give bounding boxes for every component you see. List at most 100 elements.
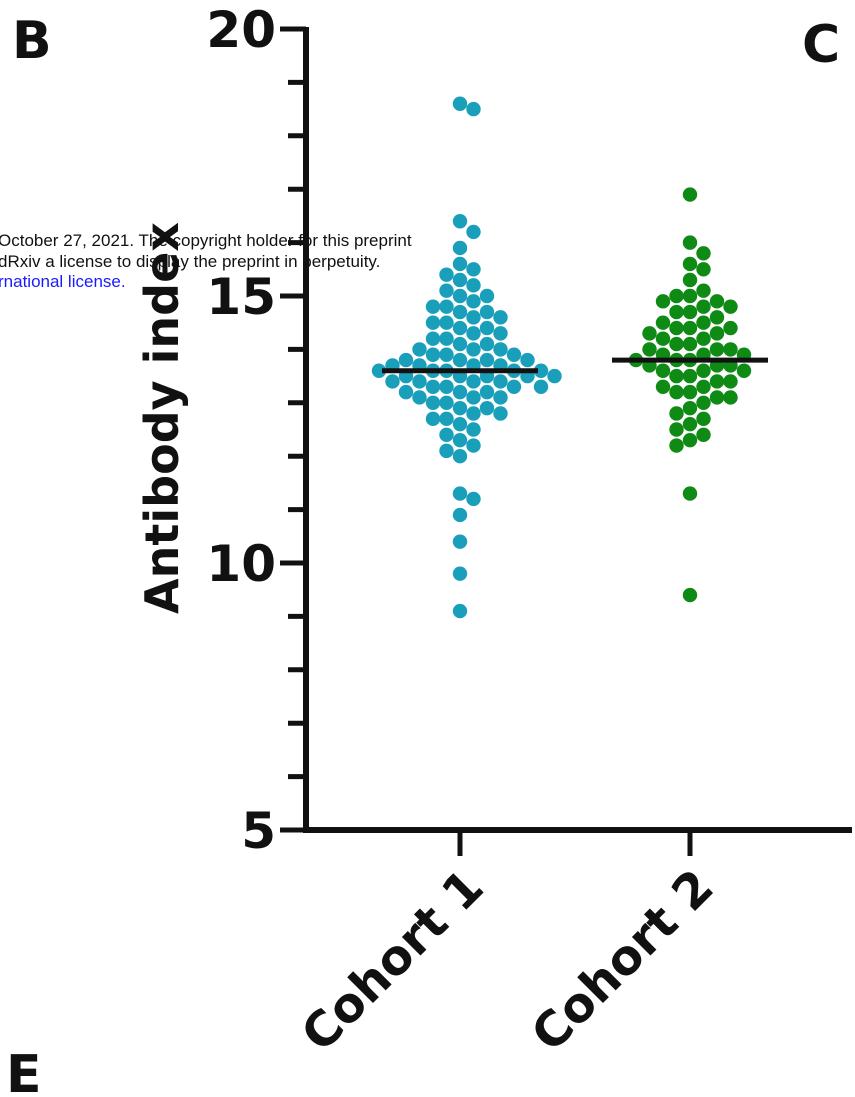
point-cohort-2 xyxy=(696,283,711,298)
point-cohort-1 xyxy=(493,374,508,389)
point-cohort-1 xyxy=(398,352,414,368)
point-cohort-2 xyxy=(723,374,738,389)
point-cohort-1 xyxy=(425,347,441,362)
point-cohort-1 xyxy=(452,603,468,619)
point-cohort-2 xyxy=(696,262,711,277)
point-cohort-1 xyxy=(479,384,495,400)
point-cohort-2 xyxy=(655,294,671,309)
point-cohort-1 xyxy=(439,315,454,330)
point-cohort-1 xyxy=(506,379,522,394)
point-cohort-1 xyxy=(452,432,468,448)
point-cohort-1 xyxy=(452,384,468,400)
point-cohort-1 xyxy=(493,390,508,405)
y-tick-label-15: 15 xyxy=(206,268,276,326)
point-cohort-1 xyxy=(439,267,454,282)
point-cohort-1 xyxy=(452,400,468,416)
point-cohort-2 xyxy=(642,342,657,357)
point-cohort-2 xyxy=(709,374,725,389)
point-cohort-1 xyxy=(452,272,468,288)
point-cohort-1 xyxy=(425,395,441,410)
point-cohort-1 xyxy=(493,310,508,325)
point-cohort-1 xyxy=(439,347,454,362)
point-cohort-2 xyxy=(682,187,698,202)
point-cohort-2 xyxy=(682,320,698,336)
point-cohort-1 xyxy=(439,283,454,298)
point-cohort-1 xyxy=(439,395,454,410)
point-cohort-1 xyxy=(466,224,481,240)
point-cohort-2 xyxy=(669,368,684,384)
point-cohort-1 xyxy=(506,347,522,362)
point-cohort-1 xyxy=(533,363,549,378)
point-cohort-2 xyxy=(709,310,725,325)
point-cohort-1 xyxy=(452,449,468,464)
point-cohort-2 xyxy=(642,326,657,341)
point-cohort-1 xyxy=(479,400,495,416)
point-cohort-1 xyxy=(493,406,508,421)
point-cohort-1 xyxy=(439,427,454,443)
point-cohort-1 xyxy=(439,443,454,459)
preprint-line-2: dRxiv a license to display the preprint … xyxy=(0,252,380,271)
point-cohort-1 xyxy=(466,438,481,453)
point-cohort-1 xyxy=(466,262,481,277)
panel-letter-b: B xyxy=(12,11,52,71)
point-cohort-1 xyxy=(466,342,481,357)
point-cohort-1 xyxy=(466,310,481,325)
point-cohort-2 xyxy=(682,587,698,603)
point-cohort-2 xyxy=(669,336,684,352)
point-cohort-2 xyxy=(669,288,684,304)
point-cohort-2 xyxy=(723,320,738,336)
point-cohort-2 xyxy=(682,288,698,304)
axes xyxy=(303,27,852,833)
point-cohort-1 xyxy=(371,363,387,378)
point-cohort-1 xyxy=(425,315,441,330)
category-label-2: Cohort 2 xyxy=(521,859,725,1063)
point-cohort-2 xyxy=(709,390,725,405)
point-cohort-2 xyxy=(696,411,711,427)
point-cohort-1 xyxy=(425,331,441,346)
point-cohort-1 xyxy=(452,256,468,272)
y-ticks: 5 10 15 20 xyxy=(206,1,306,860)
point-cohort-1 xyxy=(452,304,468,320)
point-cohort-1 xyxy=(439,411,454,427)
point-cohort-1 xyxy=(479,352,495,368)
preprint-license-link[interactable]: rnational license. xyxy=(0,272,126,291)
point-cohort-2 xyxy=(682,416,698,432)
category-labels: Cohort 1 Cohort 2 xyxy=(291,830,725,1063)
point-cohort-2 xyxy=(696,246,711,261)
point-cohort-1 xyxy=(452,534,468,549)
preprint-line-1: October 27, 2021. The copyright holder f… xyxy=(0,231,412,250)
point-cohort-1 xyxy=(466,390,481,405)
point-cohort-1 xyxy=(533,379,549,394)
point-cohort-2 xyxy=(682,304,698,320)
point-cohort-1 xyxy=(398,384,414,400)
point-cohort-2 xyxy=(723,390,738,405)
point-cohort-1 xyxy=(479,320,495,336)
category-label-1: Cohort 1 xyxy=(291,859,495,1063)
point-cohort-1 xyxy=(425,379,441,394)
point-cohort-2 xyxy=(669,384,684,400)
point-cohort-2 xyxy=(655,379,671,394)
point-cohort-1 xyxy=(452,214,468,229)
point-cohort-2 xyxy=(682,400,698,416)
point-cohort-2 xyxy=(669,422,684,437)
point-cohort-1 xyxy=(452,320,468,336)
point-cohort-1 xyxy=(466,294,481,309)
y-tick-label-10: 10 xyxy=(206,535,276,593)
point-cohort-1 xyxy=(385,374,400,389)
point-cohort-2 xyxy=(696,395,711,410)
point-cohort-1 xyxy=(466,326,481,341)
point-cohort-1 xyxy=(452,352,468,368)
point-cohort-1 xyxy=(520,352,535,368)
point-cohort-2 xyxy=(723,299,738,314)
point-cohort-2 xyxy=(682,486,698,501)
point-cohort-1 xyxy=(466,374,481,389)
point-cohort-1 xyxy=(452,416,468,432)
point-cohort-1 xyxy=(439,299,454,314)
point-cohort-1 xyxy=(452,507,468,523)
point-cohort-2 xyxy=(655,315,671,330)
point-cohort-1 xyxy=(412,390,427,405)
point-cohort-2 xyxy=(709,326,725,341)
data-points xyxy=(371,96,752,619)
median-lines xyxy=(382,357,768,374)
